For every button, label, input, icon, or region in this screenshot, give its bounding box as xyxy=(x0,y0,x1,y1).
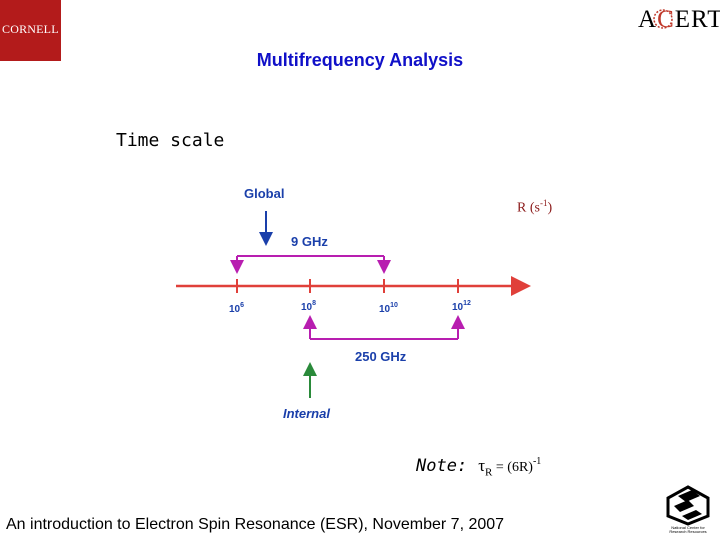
footer-caption: An introduction to Electron Spin Resonan… xyxy=(6,516,505,533)
note-formula: Note: τR = (6R)-1 xyxy=(416,456,542,479)
global-label: Global xyxy=(244,186,284,201)
acert-logo-text: ACERT xyxy=(638,6,720,33)
tick-label-1e8: 108 xyxy=(301,300,316,313)
ncrr-logo: National Center for Research Resources xyxy=(662,484,714,540)
time-scale-label: Time scale xyxy=(116,130,225,151)
tick-label-1e12: 1012 xyxy=(452,300,471,313)
r-unit-label: R (s-1) xyxy=(517,198,553,216)
acert-logo-mark xyxy=(653,9,673,29)
acert-logo: ACERT xyxy=(634,2,720,40)
band-9ghz-label: 9 GHz xyxy=(291,234,328,249)
tick-label-1e6: 106 xyxy=(229,302,244,315)
ncrr-logo-caption: National Center for Research Resources xyxy=(669,525,707,534)
band-250ghz-label: 250 GHz xyxy=(355,349,407,364)
cornell-logo: CORNELL xyxy=(0,0,61,61)
slide-title: Multifrequency Analysis xyxy=(256,50,464,70)
cornell-logo-text: CORNELL xyxy=(2,22,59,36)
tick-label-1e10: 1010 xyxy=(379,302,398,315)
internal-label: Internal xyxy=(283,406,330,421)
frequency-diagram: Global 9 GHz 106 108 1010 1012 250 GHz I… xyxy=(176,186,531,421)
ncrr-logo-mark xyxy=(666,485,710,526)
